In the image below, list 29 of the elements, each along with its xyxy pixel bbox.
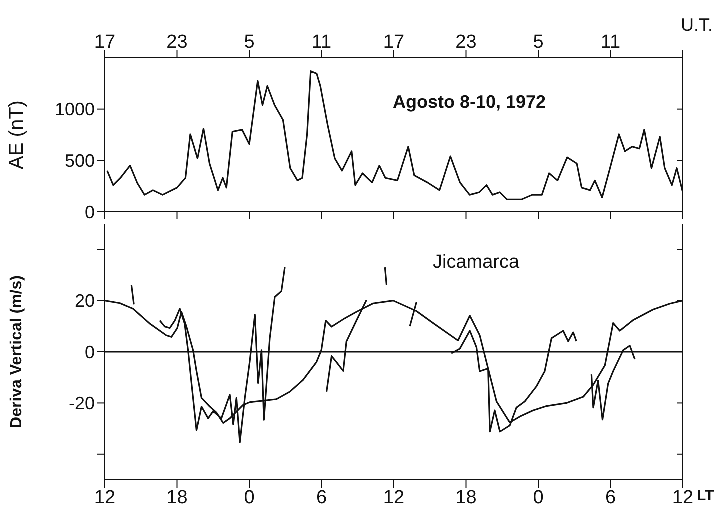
x-tick-label: 6	[316, 487, 328, 508]
x-tick-label: 6	[605, 487, 616, 508]
annotation: Agosto 8-10, 1972	[393, 92, 546, 113]
y-tick-label: 0	[84, 202, 95, 222]
x-tick-label: 18	[456, 487, 477, 508]
x-tick-label: 17	[383, 32, 405, 53]
y-axis-title: Deriva Vertical (m/s)	[8, 276, 26, 428]
x-tick-label: 18	[166, 487, 188, 508]
y-tick-label: 0	[84, 342, 95, 362]
y-tick-label: 500	[64, 151, 95, 172]
x-tick-label: 23	[166, 32, 188, 53]
x-tick-label: 5	[244, 32, 255, 53]
x-axis-title: U.T.	[680, 14, 713, 35]
x-tick-label: 12	[672, 487, 694, 508]
x-tick-label: 12	[94, 487, 116, 508]
x-tick-label: 11	[600, 32, 621, 53]
x-tick-label: 5	[533, 32, 544, 53]
x-tick-label: 17	[94, 32, 116, 53]
annotation: Jicamarca	[433, 252, 520, 274]
x-axis-title: LT	[697, 487, 714, 504]
y-tick-label: -20	[68, 394, 95, 414]
x-tick-label: 23	[456, 32, 477, 53]
y-tick-label: 1000	[54, 100, 95, 120]
x-tick-label: 11	[312, 32, 332, 53]
y-tick-label: 20	[74, 291, 95, 312]
y-axis-title: AE (nT)	[6, 100, 28, 170]
x-tick-label: 12	[383, 487, 405, 508]
x-tick-label: 0	[244, 487, 255, 508]
x-tick-label: 0	[533, 487, 544, 508]
